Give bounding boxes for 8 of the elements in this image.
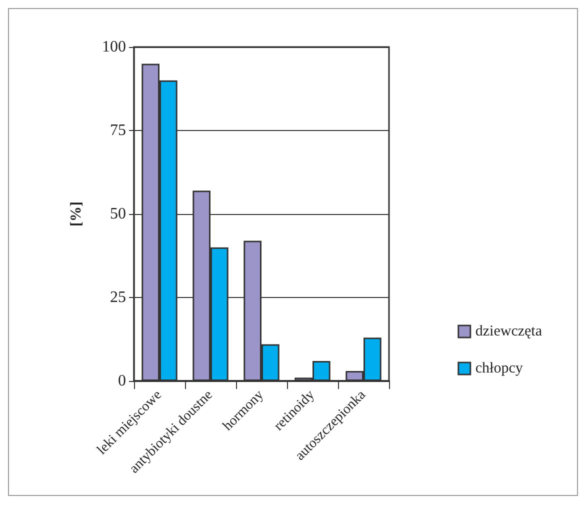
y-tick-label: 25 <box>110 289 126 306</box>
y-axis-title: [%] <box>68 202 84 226</box>
y-tick-label: 75 <box>110 122 126 139</box>
y-tick-label: 0 <box>118 372 126 390</box>
legend-label: chłopcy <box>475 360 524 376</box>
y-tick-label: 100 <box>102 38 126 56</box>
legend-label: dziewczęta <box>475 324 542 340</box>
y-tick-label: 50 <box>110 206 126 222</box>
